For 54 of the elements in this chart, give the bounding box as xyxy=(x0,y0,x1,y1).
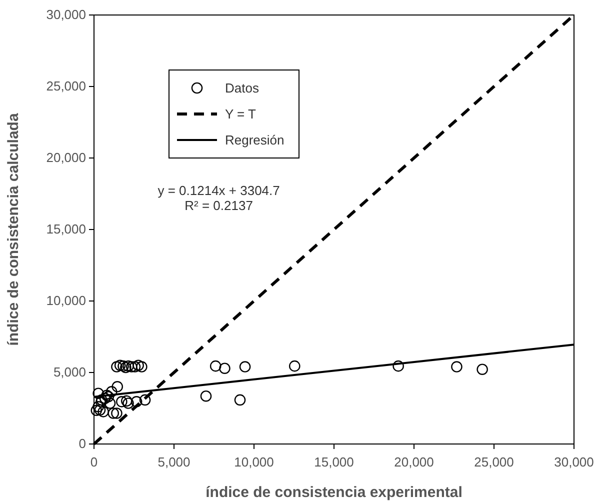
point xyxy=(116,396,128,408)
y-tick-label: 0 xyxy=(78,436,86,452)
point xyxy=(104,398,116,409)
x-tick-label: 15,000 xyxy=(314,454,354,470)
point xyxy=(114,360,126,371)
point xyxy=(92,388,104,400)
y-axis-title: índice de consistencia calculada xyxy=(5,112,22,346)
point xyxy=(112,381,124,392)
point xyxy=(111,408,122,419)
x-tick-label: 0 xyxy=(90,454,98,470)
point xyxy=(106,386,118,398)
y-tick-label: 10,000 xyxy=(46,293,86,308)
point xyxy=(94,404,106,416)
y-tick-label: 25,000 xyxy=(46,78,86,94)
point xyxy=(451,361,462,372)
point xyxy=(122,360,134,372)
x-tick-label: 20,000 xyxy=(394,454,434,470)
annotation: R² = 0.2137 xyxy=(184,198,253,213)
x-axis-title: índice de consistencia experimental xyxy=(206,484,462,501)
legend-label: Y = T xyxy=(225,106,256,122)
point xyxy=(92,401,104,412)
point xyxy=(210,360,222,372)
point xyxy=(98,406,109,418)
point xyxy=(108,408,120,419)
point xyxy=(239,361,251,372)
y-tick-label: 15,000 xyxy=(46,222,86,237)
point xyxy=(288,360,300,372)
y-tick-label: 20,000 xyxy=(46,150,86,166)
x-tick-label: 10,000 xyxy=(234,454,274,470)
x-tick-label: 30,000 xyxy=(554,454,594,470)
point xyxy=(90,404,102,416)
x-tick-label: 5,000 xyxy=(158,454,190,470)
y-tick-label: 30,000 xyxy=(46,7,86,22)
annotation: y = 0.1214x + 3304.7 xyxy=(158,183,280,198)
y-tick-label: 5,000 xyxy=(53,364,86,380)
point xyxy=(120,395,132,407)
point xyxy=(234,394,246,406)
point xyxy=(136,361,148,372)
point xyxy=(139,394,151,406)
point xyxy=(126,361,138,372)
point xyxy=(392,360,404,372)
x-tick-label: 25,000 xyxy=(474,454,514,470)
point xyxy=(200,390,212,402)
point xyxy=(476,364,488,375)
point xyxy=(129,361,141,372)
point xyxy=(219,362,230,374)
legend-label: Datos xyxy=(225,80,260,96)
point xyxy=(120,362,132,374)
point xyxy=(111,361,122,372)
point xyxy=(132,360,144,371)
point xyxy=(122,398,134,409)
legend-label: Regresión xyxy=(225,132,284,148)
point xyxy=(118,360,129,372)
point xyxy=(130,396,142,408)
